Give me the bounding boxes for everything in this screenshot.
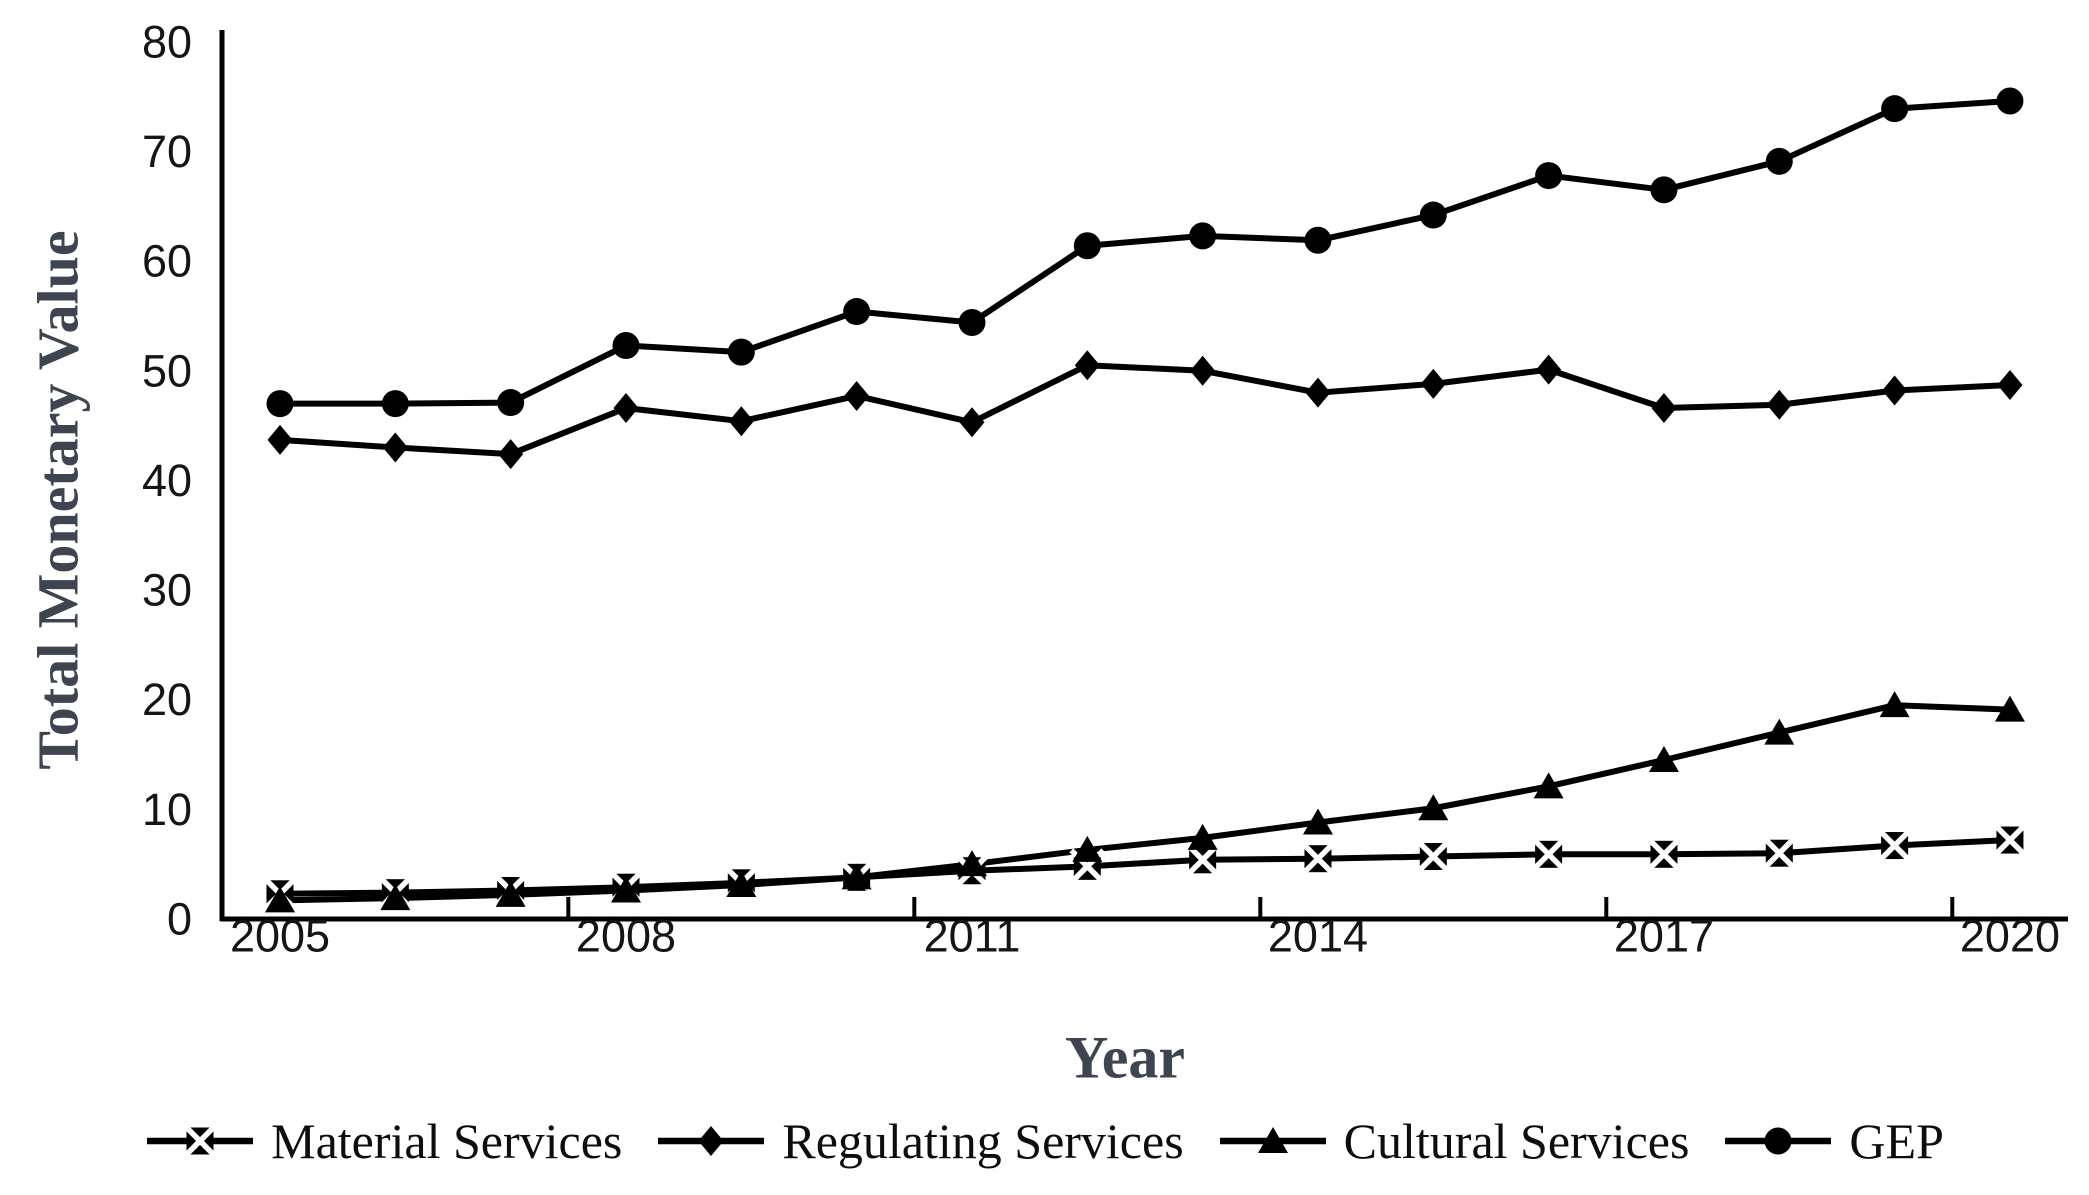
triangle-marker bbox=[1648, 746, 1679, 773]
legend-label: Cultural Services bbox=[1343, 1113, 1690, 1169]
x-marker-cut bbox=[1761, 835, 1798, 872]
diamond-marker bbox=[1074, 350, 1100, 381]
y-tick-label: 0 bbox=[167, 894, 192, 945]
diamond-marker bbox=[1766, 389, 1792, 420]
legend-label: GEP bbox=[1849, 1113, 1944, 1169]
legend: Material Services Regulating Services Cult… bbox=[0, 1112, 2089, 1170]
x-axis-title: Year bbox=[1065, 1024, 1185, 1091]
gep-marker bbox=[1073, 232, 1101, 260]
diamond-marker bbox=[1420, 368, 1446, 399]
triangle-marker bbox=[610, 876, 641, 903]
gep-marker bbox=[1535, 162, 1563, 190]
gep-marker bbox=[1189, 222, 1217, 250]
triangle-marker bbox=[1879, 691, 1910, 718]
triangle-marker bbox=[1257, 1127, 1288, 1153]
diamond-marker bbox=[1536, 354, 1562, 385]
series-line-material-services bbox=[279, 837, 2011, 897]
y-tick-label: 70 bbox=[142, 126, 192, 177]
triangle-legend-swatch-icon bbox=[1219, 1127, 1326, 1153]
diamond-marker bbox=[267, 424, 293, 455]
gep-marker bbox=[266, 390, 294, 418]
legend-item-regulating-services: Regulating Services bbox=[656, 1112, 1184, 1170]
y-axis-title: Total Monetary Value bbox=[25, 230, 91, 770]
x-marker-cut bbox=[1530, 836, 1567, 873]
x-marker-cut bbox=[1300, 840, 1336, 877]
x-tick-label: 2017 bbox=[1614, 911, 1714, 962]
x-tick-label: 2011 bbox=[924, 911, 1021, 962]
gep-marker bbox=[843, 298, 871, 326]
triangle-marker bbox=[1994, 695, 2025, 722]
gep-marker bbox=[1764, 1127, 1792, 1155]
legend-label: Material Services bbox=[271, 1113, 623, 1169]
diamond-marker bbox=[613, 393, 639, 424]
triangle-marker bbox=[1533, 772, 1564, 799]
y-tick-label: 30 bbox=[142, 565, 192, 616]
triangle-marker bbox=[1072, 835, 1103, 862]
diamond-marker bbox=[1651, 393, 1677, 424]
diamond-marker bbox=[698, 1126, 724, 1156]
diamond-marker bbox=[844, 380, 870, 411]
triangle-marker bbox=[380, 884, 411, 911]
triangle-marker bbox=[1418, 794, 1449, 821]
triangle-marker bbox=[956, 850, 987, 877]
diamond-marker bbox=[1305, 377, 1331, 408]
diamond-legend-swatch-icon bbox=[658, 1126, 765, 1156]
y-tick-label: 60 bbox=[142, 236, 192, 287]
gep-marker bbox=[1419, 201, 1447, 229]
diamond-marker bbox=[498, 439, 524, 470]
legend-item-cultural-services: Cultural Services bbox=[1218, 1112, 1690, 1170]
series-line-cultural-services bbox=[279, 702, 2011, 904]
diamond-marker bbox=[382, 432, 408, 463]
legend-item-material-services: Material Services bbox=[145, 1112, 622, 1170]
y-tick-label: 10 bbox=[142, 784, 192, 835]
x-square-legend-swatch-icon bbox=[147, 1123, 254, 1159]
x-tick-label: 2005 bbox=[230, 911, 330, 962]
gep-marker bbox=[381, 390, 409, 418]
series-line-regulating-services bbox=[279, 362, 2011, 458]
x-tick-label: 2014 bbox=[1268, 911, 1368, 962]
x-tick-label: 2020 bbox=[1960, 911, 2060, 962]
triangle-marker bbox=[265, 886, 295, 913]
triangle-marker bbox=[1187, 823, 1218, 850]
x-marker-cut bbox=[182, 1123, 219, 1159]
gep-marker bbox=[1650, 176, 1678, 204]
series-markers-regulating-services bbox=[267, 350, 2023, 470]
y-tick-label: 40 bbox=[142, 455, 192, 506]
series-markers-gep bbox=[266, 87, 2024, 418]
x-marker-cut bbox=[1646, 836, 1682, 873]
x-marker-cut bbox=[1992, 822, 2028, 858]
diamond-marker bbox=[1997, 370, 2023, 401]
gep-marker bbox=[1304, 226, 1332, 254]
triangle-marker bbox=[726, 871, 757, 898]
x-marker-cut bbox=[1876, 827, 1913, 864]
gep-marker bbox=[1765, 147, 1793, 175]
diamond-marker bbox=[1882, 375, 1908, 406]
x-tick-label: 2008 bbox=[576, 911, 676, 962]
gep-marker bbox=[727, 338, 755, 366]
y-tick-label: 20 bbox=[142, 674, 192, 725]
diamond-marker bbox=[959, 407, 985, 438]
gep-marker bbox=[1881, 95, 1909, 123]
triangle-marker bbox=[1302, 808, 1333, 835]
series-line-gep bbox=[280, 98, 2011, 407]
triangle-marker bbox=[495, 880, 526, 907]
diamond-marker bbox=[728, 406, 754, 437]
gep-marker bbox=[612, 332, 640, 360]
legend-item-gep: GEP bbox=[1723, 1112, 1944, 1170]
circle-legend-swatch-icon bbox=[1725, 1127, 1832, 1155]
y-tick-label: 50 bbox=[142, 345, 192, 396]
y-tick-label: 80 bbox=[142, 16, 192, 67]
gep-marker bbox=[958, 309, 986, 337]
gep-marker bbox=[497, 389, 525, 417]
triangle-marker bbox=[1764, 718, 1795, 745]
legend-label: Regulating Services bbox=[782, 1113, 1184, 1169]
gep-marker bbox=[1996, 87, 2024, 115]
triangle-marker bbox=[841, 863, 872, 890]
series-markers-cultural-services bbox=[265, 691, 2025, 913]
x-marker-cut bbox=[1415, 838, 1452, 875]
diamond-marker bbox=[1190, 355, 1216, 386]
